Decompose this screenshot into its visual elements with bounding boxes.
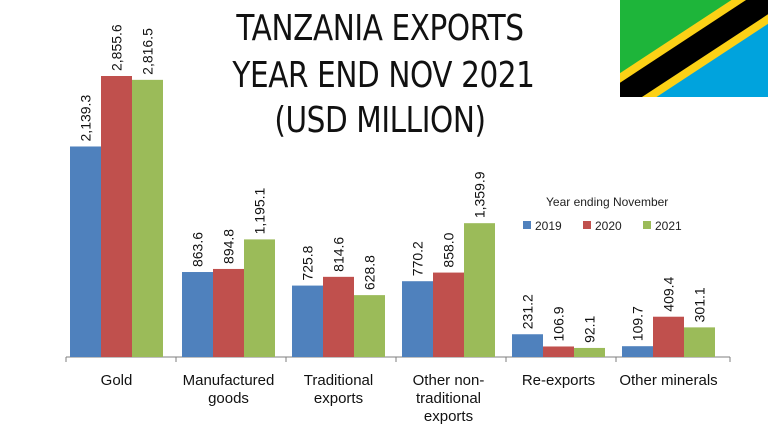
bar-2019-5 xyxy=(622,346,653,357)
bar-2021-0 xyxy=(132,79,163,357)
value-label-2019-0: 2,139.3 xyxy=(78,95,94,142)
bars-layer xyxy=(70,76,715,357)
bar-2020-0 xyxy=(101,76,132,357)
value-label-2019-2: 725.8 xyxy=(300,245,316,280)
tanzania-flag-icon xyxy=(620,0,768,97)
bar-2021-5 xyxy=(684,327,715,357)
legend-swatch-2019 xyxy=(523,221,531,229)
bar-2020-1 xyxy=(213,268,244,357)
value-label-2020-3: 858.0 xyxy=(441,232,457,267)
bar-2019-2 xyxy=(292,285,323,357)
category-label-1-0: Manufactured xyxy=(183,372,275,389)
category-label-0-0: Gold xyxy=(101,372,133,389)
title-line-2: YEAR END NOV 2021 xyxy=(232,55,535,96)
value-label-2019-3: 770.2 xyxy=(410,241,426,276)
bar-2019-4 xyxy=(512,334,543,357)
category-label-2-1: exports xyxy=(314,390,363,407)
legend-label-2020: 2020 xyxy=(595,219,622,233)
legend-label-2019: 2019 xyxy=(535,219,562,233)
bar-2019-0 xyxy=(70,146,101,357)
value-label-2021-5: 301.1 xyxy=(692,287,708,322)
legend-swatch-2021 xyxy=(643,221,651,229)
legend-label-2021: 2021 xyxy=(655,219,682,233)
category-label-3-2: exports xyxy=(424,408,473,425)
bar-2021-2 xyxy=(354,295,385,357)
value-label-2020-4: 106.9 xyxy=(551,306,567,341)
category-label-3-1: traditional xyxy=(416,390,481,407)
category-label-5-0: Other minerals xyxy=(619,372,717,389)
value-label-2021-2: 628.8 xyxy=(362,255,378,290)
category-label-4-0: Re-exports xyxy=(522,372,595,389)
bar-2021-1 xyxy=(244,239,275,357)
legend-title: Year ending November xyxy=(546,195,668,209)
bar-2020-5 xyxy=(653,316,684,357)
title-line-3: (USD MILLION) xyxy=(274,100,486,141)
bar-2020-4 xyxy=(543,346,574,357)
category-ticks-layer xyxy=(65,357,731,362)
value-label-2020-5: 409.4 xyxy=(661,276,677,311)
value-label-2021-3: 1,359.9 xyxy=(472,171,488,218)
value-label-2021-1: 1,195.1 xyxy=(252,187,268,234)
category-label-1-1: goods xyxy=(208,390,249,407)
value-label-2020-0: 2,855.6 xyxy=(109,24,125,71)
bar-2021-3 xyxy=(464,223,495,357)
title-line-1: TANZANIA EXPORTS xyxy=(236,8,524,49)
legend: Year ending November 2019 2020 2021 xyxy=(523,195,682,233)
bar-2020-2 xyxy=(323,276,354,357)
bar-2019-1 xyxy=(182,272,213,357)
value-labels-layer: 2,139.3 2,855.6 2,816.5 863.6 894.8 1,195.1 72… xyxy=(78,24,708,343)
legend-swatch-2020 xyxy=(583,221,591,229)
value-label-2019-1: 863.6 xyxy=(190,232,206,267)
value-label-2021-4: 92.1 xyxy=(582,315,598,342)
category-label-3-0: Other non- xyxy=(413,372,485,389)
category-label-2-0: Traditional xyxy=(304,372,373,389)
category-labels-layer: Gold ManufacturedgoodsTraditionalexportsO… xyxy=(101,372,718,425)
value-label-2020-2: 814.6 xyxy=(331,237,347,272)
bar-2019-3 xyxy=(402,281,433,357)
bar-2021-4 xyxy=(574,347,605,357)
bar-2020-3 xyxy=(433,272,464,357)
value-label-2020-1: 894.8 xyxy=(221,229,237,264)
value-label-2021-0: 2,816.5 xyxy=(140,28,156,75)
value-label-2019-5: 109.7 xyxy=(630,306,646,341)
value-label-2019-4: 231.2 xyxy=(520,294,536,329)
